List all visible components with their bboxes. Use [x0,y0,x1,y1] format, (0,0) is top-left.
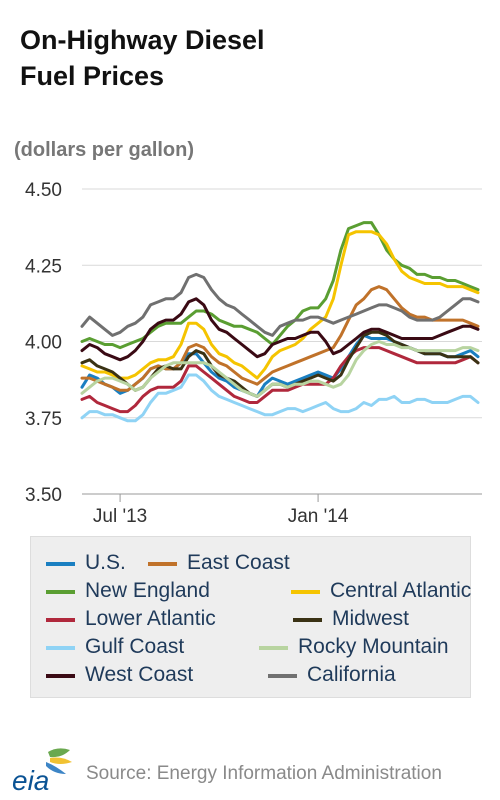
series-line-rocky-mountain [80,340,480,398]
x-tick-label: Jul '13 [93,506,147,527]
legend-row: Gulf Coast Rocky Mountain [31,634,470,662]
legend-swatch [46,618,75,622]
legend-swatch [46,646,75,650]
series-line-california [80,272,480,337]
series-line-lower-atlantic [80,346,480,414]
legend-label: Lower Atlantic [85,607,216,630]
x-tick-label: Jan '14 [288,506,349,527]
legend-swatch [148,562,177,566]
legend-row: New England Central Atlantic [31,578,472,606]
source-note: Source: Energy Information Administratio… [86,763,442,784]
legend-swatch [293,618,322,622]
legend-label: East Coast [187,551,290,574]
legend-swatch [46,562,75,566]
series-line-central-atlantic [80,230,480,380]
chart-title: On-Highway Diesel Fuel Prices [20,22,440,94]
legend-row: U.S. East Coast [31,550,470,578]
legend-label: California [307,663,396,686]
eia-logo: eia [12,748,72,796]
y-axis-unit-label: (dollars per gallon) [14,139,195,161]
legend-label: Rocky Mountain [298,635,449,658]
y-tick-label: 4.50 [25,180,62,201]
title-line-2: Fuel Prices [20,61,165,91]
legend-label: U.S. [85,551,126,574]
title-line-1: On-Highway Diesel [20,25,265,55]
y-tick-label: 3.50 [25,485,62,506]
legend-row: Lower Atlantic Midwest [31,606,470,634]
chart-legend: U.S. East Coast New England Central Atlanti… [30,536,471,698]
legend-label: Central Atlantic [330,579,472,602]
line-chart: 4.50 4.25 4.00 3.75 3.50 Jul '13 Jan '14 [25,180,482,527]
series-line-new-england [80,221,480,350]
legend-swatch [291,590,320,594]
legend-row: West Coast California [31,662,470,690]
y-tick-label: 4.00 [25,333,62,354]
legend-label: Gulf Coast [85,635,185,658]
legend-swatch [268,674,297,678]
legend-label: West Coast [85,663,194,686]
series-line-gulf-coast [80,373,480,423]
legend-swatch [46,590,75,594]
series-line-west-coast [80,297,480,362]
series-line-east-coast [80,285,480,392]
legend-swatch [259,646,288,650]
eia-logo-text: eia [12,765,49,796]
y-tick-label: 3.75 [25,409,62,430]
y-tick-label: 4.25 [25,256,62,277]
legend-label: Midwest [332,607,410,630]
legend-label: New England [85,579,210,602]
legend-swatch [46,674,75,678]
